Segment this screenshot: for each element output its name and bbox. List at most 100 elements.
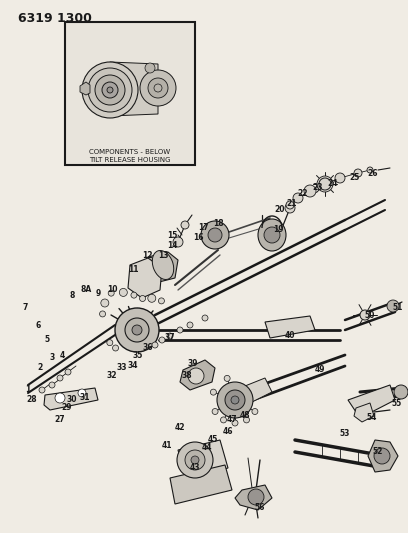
Circle shape bbox=[65, 369, 71, 375]
Circle shape bbox=[360, 310, 370, 320]
Text: 18: 18 bbox=[213, 220, 223, 229]
Text: 43: 43 bbox=[190, 464, 200, 472]
Circle shape bbox=[225, 390, 245, 410]
Text: 5: 5 bbox=[44, 335, 49, 344]
Text: 6: 6 bbox=[35, 320, 41, 329]
Text: 19: 19 bbox=[273, 225, 283, 235]
Circle shape bbox=[202, 315, 208, 321]
Text: 56: 56 bbox=[255, 503, 265, 512]
Polygon shape bbox=[235, 485, 272, 510]
Polygon shape bbox=[110, 62, 158, 116]
Polygon shape bbox=[265, 316, 315, 338]
Circle shape bbox=[181, 221, 189, 229]
Circle shape bbox=[115, 308, 159, 352]
Text: 49: 49 bbox=[315, 366, 325, 375]
Text: 39: 39 bbox=[188, 359, 198, 367]
Circle shape bbox=[119, 288, 127, 296]
Circle shape bbox=[140, 295, 146, 302]
Text: 53: 53 bbox=[340, 429, 350, 438]
Text: 9: 9 bbox=[95, 289, 101, 298]
Circle shape bbox=[232, 420, 238, 426]
Text: 27: 27 bbox=[55, 416, 65, 424]
Text: 20: 20 bbox=[275, 206, 285, 214]
Circle shape bbox=[131, 292, 137, 298]
Circle shape bbox=[57, 375, 63, 381]
Circle shape bbox=[185, 450, 205, 470]
Polygon shape bbox=[348, 385, 395, 418]
Circle shape bbox=[95, 75, 125, 105]
Circle shape bbox=[201, 221, 229, 249]
Polygon shape bbox=[368, 440, 398, 472]
Text: 52: 52 bbox=[373, 448, 383, 456]
Text: 41: 41 bbox=[162, 440, 172, 449]
Polygon shape bbox=[178, 440, 228, 480]
Circle shape bbox=[319, 178, 331, 190]
Circle shape bbox=[244, 417, 250, 423]
Circle shape bbox=[55, 393, 65, 403]
Circle shape bbox=[107, 340, 113, 346]
Text: 33: 33 bbox=[117, 362, 127, 372]
Circle shape bbox=[285, 203, 295, 213]
Circle shape bbox=[304, 185, 316, 197]
Circle shape bbox=[211, 389, 216, 395]
Polygon shape bbox=[145, 252, 178, 283]
Text: 51: 51 bbox=[393, 303, 403, 312]
Text: 55: 55 bbox=[392, 400, 402, 408]
Text: 10: 10 bbox=[107, 286, 117, 295]
Circle shape bbox=[177, 327, 183, 333]
Circle shape bbox=[39, 387, 45, 393]
Circle shape bbox=[158, 298, 164, 304]
Polygon shape bbox=[354, 403, 374, 422]
Circle shape bbox=[252, 408, 258, 415]
Text: 47: 47 bbox=[227, 416, 237, 424]
Text: TILT RELEASE HOUSING: TILT RELEASE HOUSING bbox=[89, 157, 171, 163]
Text: 29: 29 bbox=[62, 403, 72, 413]
Text: 21: 21 bbox=[287, 198, 297, 207]
Circle shape bbox=[154, 84, 162, 92]
Polygon shape bbox=[44, 388, 98, 410]
Text: 12: 12 bbox=[142, 251, 152, 260]
Text: 35: 35 bbox=[133, 351, 143, 359]
Polygon shape bbox=[80, 82, 90, 95]
Bar bbox=[65, 22, 195, 165]
Circle shape bbox=[102, 82, 118, 98]
Text: 34: 34 bbox=[128, 360, 138, 369]
Text: 24: 24 bbox=[328, 179, 338, 188]
Circle shape bbox=[191, 456, 199, 464]
Text: 54: 54 bbox=[367, 414, 377, 423]
Text: 25: 25 bbox=[350, 174, 360, 182]
Text: 7: 7 bbox=[22, 303, 28, 312]
Circle shape bbox=[113, 345, 119, 351]
Circle shape bbox=[125, 318, 149, 342]
Text: 17: 17 bbox=[198, 223, 208, 232]
Polygon shape bbox=[128, 258, 162, 298]
Polygon shape bbox=[170, 465, 232, 504]
Text: 48: 48 bbox=[239, 410, 251, 419]
Text: 8: 8 bbox=[69, 290, 75, 300]
Circle shape bbox=[208, 228, 222, 242]
Circle shape bbox=[264, 227, 280, 243]
Text: 4: 4 bbox=[60, 351, 64, 359]
Circle shape bbox=[212, 408, 218, 415]
Circle shape bbox=[224, 375, 230, 382]
Circle shape bbox=[387, 300, 399, 312]
Text: COMPONENTS - BELOW: COMPONENTS - BELOW bbox=[89, 149, 171, 155]
Text: 14: 14 bbox=[167, 241, 177, 251]
Text: 23: 23 bbox=[313, 183, 323, 192]
Circle shape bbox=[394, 385, 408, 399]
Text: 38: 38 bbox=[182, 370, 192, 379]
Text: 6319 1300: 6319 1300 bbox=[18, 12, 92, 25]
Text: 36: 36 bbox=[143, 343, 153, 352]
Text: 44: 44 bbox=[202, 442, 212, 451]
Circle shape bbox=[248, 489, 264, 505]
Circle shape bbox=[220, 417, 226, 423]
Circle shape bbox=[167, 333, 173, 339]
Circle shape bbox=[354, 169, 362, 177]
Circle shape bbox=[148, 78, 168, 98]
Text: 1: 1 bbox=[25, 385, 31, 394]
Circle shape bbox=[335, 173, 345, 183]
Text: 11: 11 bbox=[128, 265, 138, 274]
Circle shape bbox=[188, 368, 204, 384]
Polygon shape bbox=[180, 360, 215, 390]
Text: 16: 16 bbox=[193, 232, 203, 241]
